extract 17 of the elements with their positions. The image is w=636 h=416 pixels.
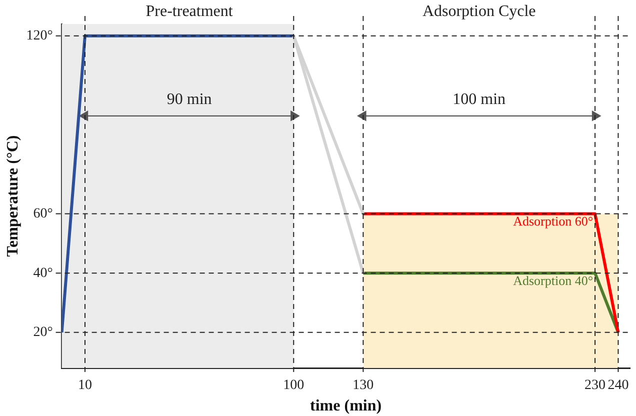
- y-tick-label: 40°: [33, 266, 53, 281]
- y-axis-title: Temperature (°C): [4, 135, 22, 257]
- x-tick-label: 240: [608, 378, 629, 394]
- y-tick-label: 120°: [26, 28, 53, 44]
- series-label: Adsorption 40°: [513, 273, 594, 288]
- text: Pre-treatment: [146, 3, 234, 20]
- y-tick-label: 20°: [33, 325, 53, 340]
- series-label: 90 min: [166, 91, 212, 108]
- x-tick-label: 130: [352, 378, 374, 394]
- x-tick-label: 100: [283, 378, 304, 394]
- series-label: 100 min: [452, 91, 506, 108]
- x-tick-label: 230: [584, 378, 606, 394]
- series-label: Adsorption 60°: [513, 214, 594, 229]
- text: Adsorption Cycle: [422, 3, 536, 20]
- x-axis-title: time (min): [310, 398, 382, 415]
- x-tick-label: 10: [78, 378, 92, 394]
- y-tick-label: 60°: [33, 206, 53, 222]
